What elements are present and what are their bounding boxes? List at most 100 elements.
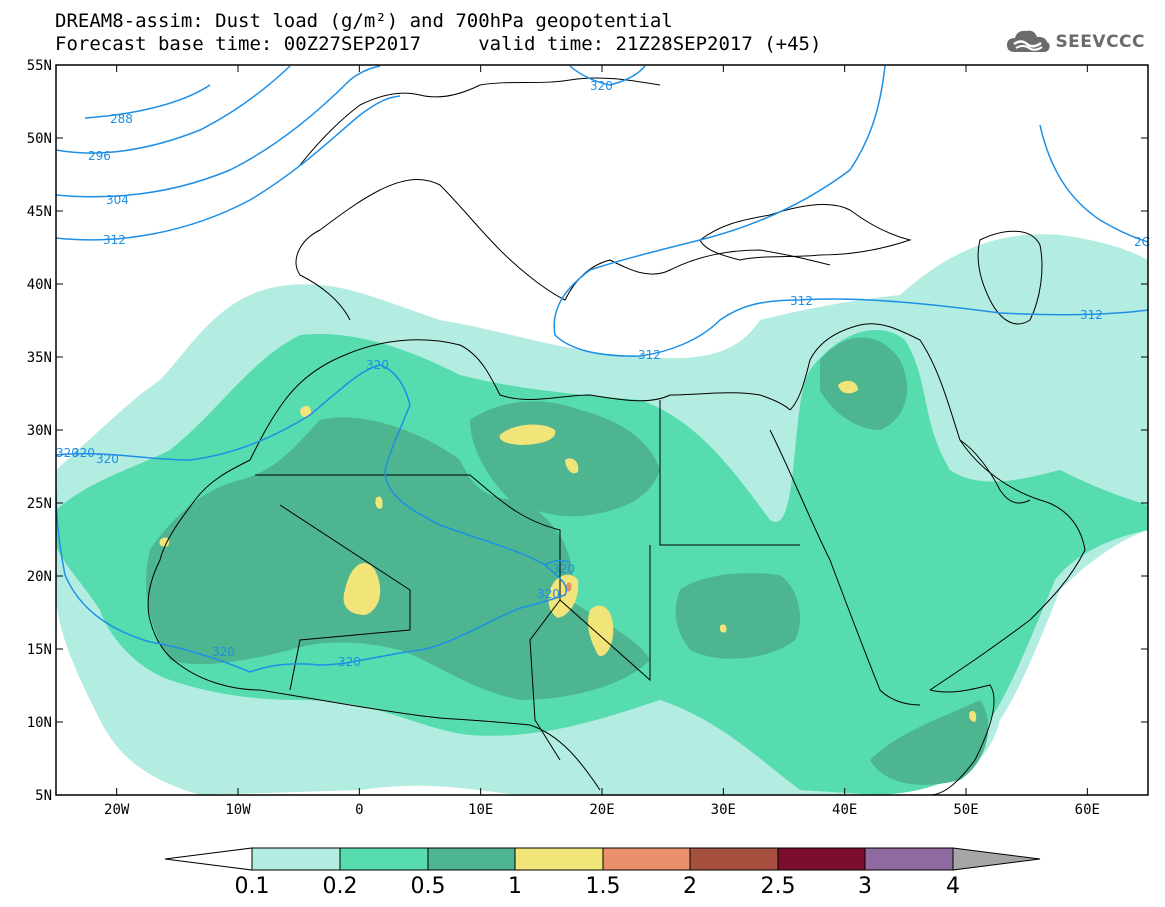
lon-tick-label: 20W <box>104 802 130 818</box>
colorbar-swatch <box>515 848 603 870</box>
contour-label: 320 <box>212 645 235 659</box>
contour-label: 320 <box>338 655 361 669</box>
contour-label: 288 <box>110 112 133 126</box>
dust-layer-0.5 <box>146 417 650 700</box>
colorbar-label: 1 <box>508 874 522 899</box>
dust-layer-1 <box>565 458 579 474</box>
contour-label: 312 <box>1080 308 1103 322</box>
lat-tick-label: 10N <box>27 715 52 731</box>
coastline-red-sea <box>769 429 921 706</box>
colorbar-swatch <box>340 848 428 870</box>
logo-text: SEEVCCC <box>1055 32 1145 52</box>
border-mali <box>279 504 411 691</box>
colorbar-swatch <box>252 848 340 870</box>
colorbar-swatch <box>778 848 865 870</box>
lat-tick-label: 20N <box>27 569 52 585</box>
contour-label: 320 <box>96 452 119 466</box>
colorbar-label: 0.2 <box>323 874 358 899</box>
lon-tick-label: 40E <box>832 802 857 818</box>
contour-320-east <box>569 65 646 86</box>
contour-label: 312 <box>103 233 126 247</box>
coastline-europe <box>295 179 831 321</box>
colorbar-swatch <box>428 848 515 870</box>
dust-layer-0.5 <box>675 573 800 659</box>
coastline-africa-west <box>147 354 601 791</box>
lon-tick-label: 60E <box>1075 802 1100 818</box>
longitude-axis: 20W 10W 0 10E 20E 30E 40E 50E 60E <box>104 65 1100 818</box>
colorbar-label: 1.5 <box>586 874 621 899</box>
lat-tick-label: 30N <box>27 423 52 439</box>
lat-tick-label: 45N <box>27 204 52 220</box>
lon-tick-label: 10E <box>468 802 493 818</box>
dust-layer-1 <box>343 562 381 615</box>
coastline-med-south <box>344 339 791 411</box>
contour-label: 312 <box>638 348 661 362</box>
dust-layer-1 <box>587 605 614 656</box>
coastline-persian-gulf <box>959 439 1031 504</box>
dust-layer-1 <box>969 710 977 722</box>
colorbar-swatch <box>690 848 778 870</box>
lat-tick-label: 35N <box>27 350 52 366</box>
contour-label: 304 <box>106 193 129 207</box>
lat-tick-label: 15N <box>27 642 52 658</box>
coastline-horn <box>929 684 995 795</box>
contour-312-north <box>589 65 886 271</box>
contour-label: 320 <box>590 79 613 93</box>
colorbar-label: 4 <box>946 874 960 899</box>
coastline-black-sea <box>699 204 912 261</box>
lon-tick-label: 20E <box>589 802 614 818</box>
contour-label: 320 <box>56 446 79 460</box>
latitude-axis: 55N 50N 45N 40N 35N 30N 25N 20N 15N 10N 5N <box>27 58 1148 804</box>
contour-label: 320 <box>552 562 575 576</box>
colorbar-arrow-low <box>164 847 253 871</box>
lat-tick-label: 40N <box>27 277 52 293</box>
contour-label: 320 <box>366 358 389 372</box>
colorbar-label: 0.5 <box>411 874 446 899</box>
coastline-caspian <box>977 230 1043 325</box>
contour-label: 312 <box>790 294 813 308</box>
coastlines <box>147 77 1086 795</box>
contour-312-med <box>553 269 1148 357</box>
contour-288 <box>84 84 211 119</box>
lon-tick-label: 50E <box>953 802 978 818</box>
lat-tick-label: 50N <box>27 131 52 147</box>
seevccc-logo: SEEVCCC <box>1005 28 1145 56</box>
contour-312-west <box>56 95 401 241</box>
cloud-icon <box>1007 30 1051 52</box>
colorbar-label: 2.5 <box>761 874 796 899</box>
colorbar-label: 0.1 <box>235 874 270 899</box>
colorbar-arrow-high <box>952 847 1041 871</box>
dust-layer-1.5 <box>565 582 572 592</box>
contour-label: 2C <box>1134 235 1150 249</box>
coastline-north <box>299 77 661 166</box>
lon-tick-label: 30E <box>711 802 736 818</box>
colorbar: 0.1 0.2 0.5 1 1.5 2 2.5 3 4 <box>164 847 1041 899</box>
contour-labels: 288 296 304 312 312 312 312 320 320 320 … <box>56 79 1150 669</box>
dust-layer-1 <box>838 380 858 394</box>
dust-layer-1 <box>719 624 727 633</box>
border-sahara <box>255 474 651 682</box>
contour-320-loop <box>544 560 571 566</box>
contour-320-main <box>56 364 567 673</box>
contour-label: 320 <box>72 446 95 460</box>
border-sudan <box>529 599 561 761</box>
colorbar-label: 2 <box>683 874 697 899</box>
geopotential-contours <box>56 65 1148 673</box>
colorbar-swatch <box>865 848 953 870</box>
dust-layer-1 <box>375 496 383 509</box>
border-libya-egypt <box>659 400 800 546</box>
dust-layer-0.5 <box>870 700 989 785</box>
contour-label: 296 <box>88 149 111 163</box>
contour-304 <box>56 65 381 198</box>
map-title: DREAM8-assim: Dust load (g/m²) and 700hP… <box>55 10 673 32</box>
lon-tick-label: 10W <box>225 802 251 818</box>
contour-296 <box>56 65 291 154</box>
dust-layer-1 <box>159 537 170 547</box>
lat-tick-label: 5N <box>35 788 52 804</box>
colorbar-swatch <box>603 848 690 870</box>
contour-label: 320 <box>537 587 560 601</box>
lat-tick-label: 25N <box>27 496 52 512</box>
dust-field <box>56 234 1148 795</box>
colorbar-label: 3 <box>858 874 872 899</box>
